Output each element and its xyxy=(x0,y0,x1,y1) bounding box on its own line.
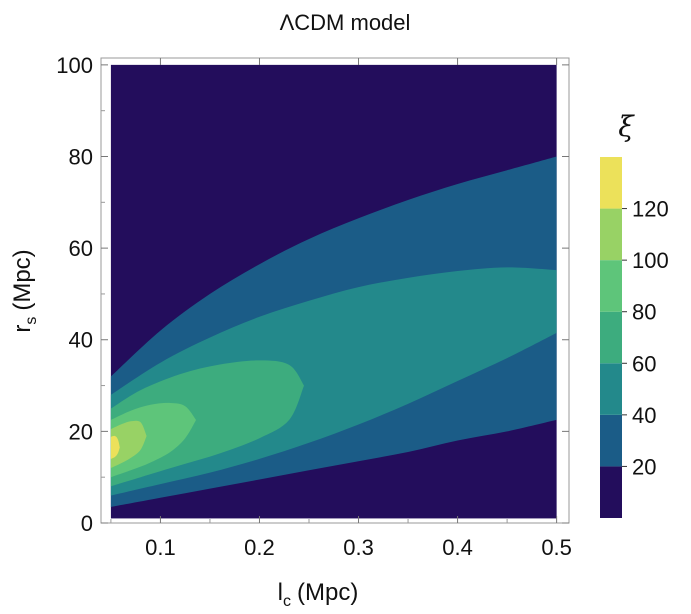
contour-regions xyxy=(110,156,557,507)
y-tick-label: 100 xyxy=(56,53,93,78)
x-axis-ticks: 0.1 0.2 0.3 0.4 0.5 xyxy=(110,58,572,560)
x-tick-label: 0.1 xyxy=(145,535,176,560)
y-tick-label: 40 xyxy=(69,328,93,353)
y-tick-label: 20 xyxy=(69,419,93,444)
chart-title: ΛCDM model xyxy=(280,10,411,35)
legend-swatch-0-20 xyxy=(600,466,622,518)
x-tick-label: 0.5 xyxy=(541,535,572,560)
legend-title: ξ xyxy=(618,110,635,143)
legend-swatch-100-120 xyxy=(600,208,622,261)
contour-region-120-140 xyxy=(110,435,120,459)
legend-swatch-80-100 xyxy=(600,260,622,312)
x-axis-title: lc (Mpc) xyxy=(278,579,359,610)
contour-region-100-120 xyxy=(110,420,147,468)
legend-tick-label: 100 xyxy=(632,248,669,273)
color-legend: ξ 20 40 60 80 100 120 xyxy=(600,110,669,518)
legend-tick-label: 60 xyxy=(632,351,656,376)
y-tick-label: 60 xyxy=(69,236,93,261)
legend-swatch-40-60 xyxy=(600,363,622,415)
y-axis-title: rs(Mpc) xyxy=(9,249,40,332)
legend-swatches xyxy=(600,157,622,518)
legend-swatch-60-80 xyxy=(600,311,622,364)
y-axis-ticks: 0 20 40 60 80 100 xyxy=(56,53,569,536)
plot-area: 0.1 0.2 0.3 0.4 0.5 0 20 40 60 80 100 xyxy=(56,53,572,560)
legend-ticks: 20 40 60 80 100 120 xyxy=(622,197,669,479)
y-tick-label: 0 xyxy=(81,511,93,536)
x-tick-label: 0.2 xyxy=(244,535,275,560)
y-tick-label: 80 xyxy=(69,144,93,169)
x-tick-label: 0.3 xyxy=(343,535,374,560)
legend-swatch-120-140 xyxy=(600,157,622,209)
legend-tick-label: 40 xyxy=(632,403,656,428)
legend-swatch-20-40 xyxy=(600,414,622,467)
legend-tick-label: 80 xyxy=(632,300,656,325)
legend-tick-label: 120 xyxy=(632,197,669,222)
x-tick-label: 0.4 xyxy=(442,535,473,560)
legend-tick-label: 20 xyxy=(632,454,656,479)
